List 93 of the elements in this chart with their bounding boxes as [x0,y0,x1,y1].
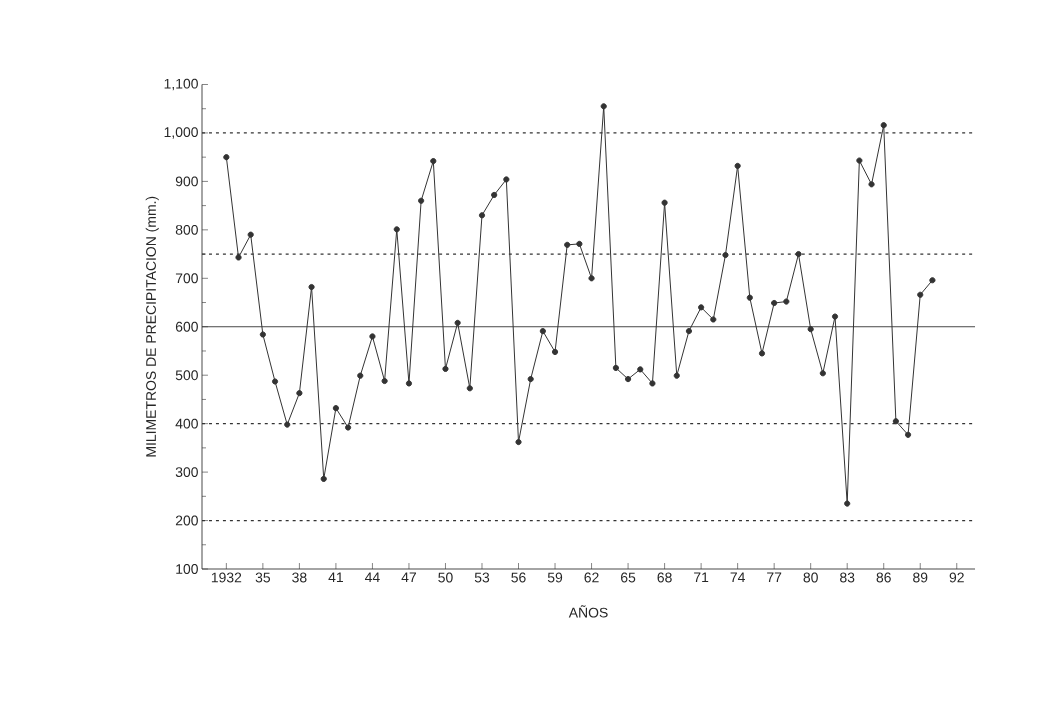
y-tick-label: 1,100 [164,78,198,91]
point [539,328,546,335]
x-tick-label: 47 [401,572,417,583]
y-tick-label: 800 [175,224,198,235]
point [247,231,254,238]
x-tick-label: 65 [621,572,636,583]
x-axis-title: AÑOS [568,605,608,618]
point [661,199,668,206]
x-tick-label: 89 [913,572,928,583]
point [393,226,400,233]
y-tick-label: 900 [175,176,198,187]
point [332,405,339,412]
point [344,424,352,431]
point [284,421,291,428]
point [856,157,863,164]
y-tick-label: 100 [176,564,198,574]
point [454,319,461,326]
point [576,240,583,247]
x-tick-label: 86 [876,572,891,583]
point [466,385,473,392]
point [783,298,790,305]
point [917,291,924,298]
x-tick-label: 83 [840,572,855,583]
point [710,316,717,323]
x-tick-label: 53 [474,572,490,583]
y-tick-label: 500 [175,370,198,381]
x-tick-label: 68 [657,572,672,583]
point [564,241,571,248]
point [844,500,851,507]
point [807,326,814,333]
y-tick-label: 600 [175,321,198,332]
point [357,372,364,379]
x-tick-label: 74 [730,572,745,583]
point [758,350,766,357]
point [259,331,266,338]
x-tick-label: 38 [292,572,307,583]
point [308,283,315,291]
point [880,122,887,129]
point [819,370,826,377]
y-axis-title: MILIMETROS DE PRECIPITACION (mm.) [145,196,159,457]
point [527,375,534,383]
point [673,372,680,379]
point [320,475,327,482]
point [904,431,912,438]
point [831,313,839,320]
point [381,377,388,385]
x-tick-label: 71 [694,572,709,583]
point [430,157,437,165]
point [795,250,802,258]
point [271,378,279,385]
point [746,294,753,301]
point [698,304,705,311]
point [235,254,242,261]
point [685,328,693,335]
y-tick-label: 700 [175,273,198,284]
point [649,380,656,387]
x-tick-label: 80 [803,572,818,583]
x-tick-label: 44 [364,572,380,583]
point [515,438,522,446]
y-tick-label: 300 [175,467,198,478]
point [491,191,498,199]
x-tick-label: 92 [949,572,964,583]
point [734,162,741,169]
point [588,275,595,282]
point [551,348,559,356]
x-tick-label: 1932 [211,572,242,583]
point [892,418,899,425]
point [771,299,778,307]
x-tick-label: 56 [511,572,526,583]
point [612,364,619,372]
point [868,181,875,188]
point [624,375,632,383]
point [405,380,413,387]
point [442,365,449,372]
point [722,251,729,259]
x-tick-label: 62 [584,572,599,583]
y-tick-label: 1,000 [164,127,198,139]
x-tick-label: 41 [328,572,343,583]
y-tick-label: 400 [175,418,198,429]
x-tick-label: 50 [438,572,453,583]
point [478,212,486,219]
point [369,333,376,340]
point [296,390,303,397]
point [600,103,607,110]
x-tick-label: 59 [547,572,563,583]
point [223,154,230,161]
x-tick-label: 77 [767,572,782,583]
point [503,176,510,183]
point [929,277,936,284]
point [637,366,644,373]
x-tick-label: 35 [255,572,271,583]
point [418,197,425,204]
y-tick-label: 200 [175,515,198,526]
